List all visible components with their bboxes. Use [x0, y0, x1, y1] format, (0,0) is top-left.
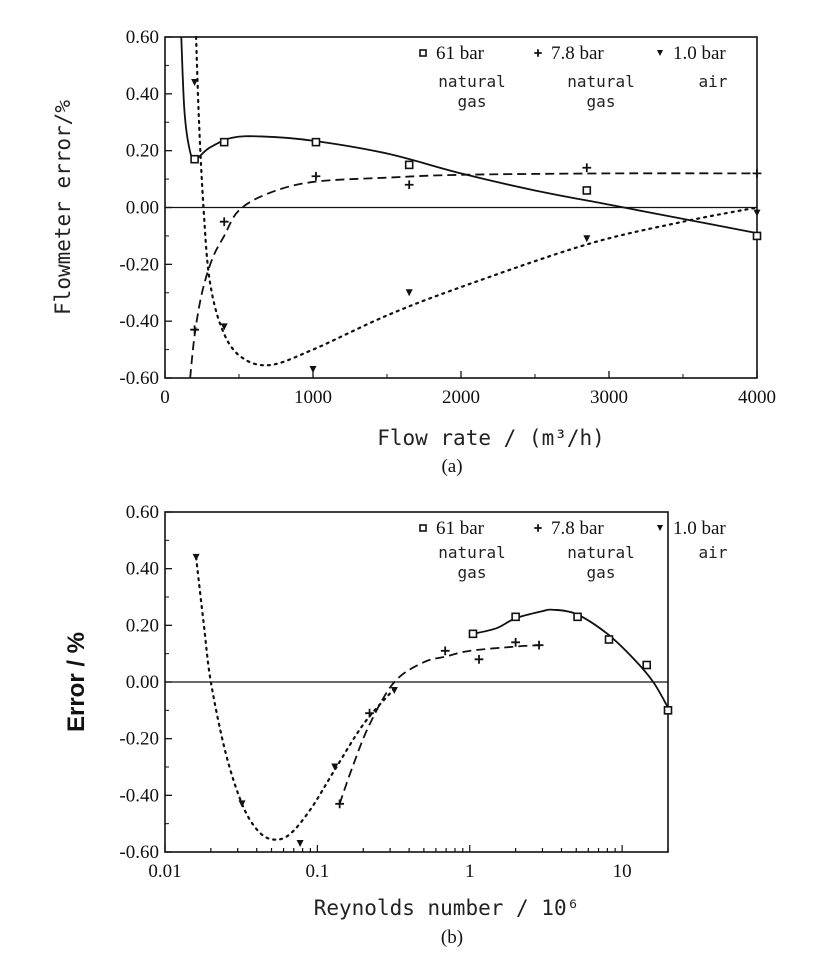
legend-marker — [419, 524, 427, 532]
x-axis-label: Reynolds number / 10⁶ — [314, 896, 580, 920]
legend-description: natural — [567, 72, 634, 91]
legend-marker — [534, 49, 542, 57]
legend-description: gas — [587, 563, 616, 582]
legend-description: gas — [458, 563, 487, 582]
legend-label: 1.0 bar — [673, 518, 726, 539]
fit-curve-10bar — [195, 556, 398, 841]
data-point-plus — [311, 171, 321, 181]
data-point-plus — [752, 169, 762, 178]
data-point-plus — [582, 163, 592, 173]
y-tick-label: 0.00 — [126, 198, 159, 219]
y-tick-label: 0.20 — [126, 615, 159, 636]
legend-label: 7.8 bar — [551, 518, 604, 539]
fit-curve-10bar — [194, 35, 759, 367]
data-point-square — [190, 154, 199, 164]
data-point-triangle — [331, 763, 339, 771]
x-tick-label: 4000 — [738, 387, 776, 408]
legend-label: 61 bar — [436, 518, 485, 539]
legend-description: gas — [458, 92, 487, 111]
x-tick-label: 10 — [613, 861, 632, 882]
data-point-square — [582, 186, 592, 195]
legend-description: air — [699, 543, 728, 562]
fit-curve-61bar — [472, 608, 669, 708]
x-tick-label: 0.01 — [148, 861, 181, 882]
y-tick-label: 0.20 — [126, 141, 159, 162]
x-tick-label: 0.1 — [306, 861, 330, 882]
data-point-plus — [404, 180, 414, 190]
data-point-square — [511, 612, 520, 622]
y-tick-label: 0.60 — [126, 27, 159, 48]
y-tick-label: -0.20 — [119, 254, 159, 275]
y-tick-label: -0.60 — [119, 368, 159, 389]
y-tick-label: -0.60 — [119, 842, 159, 863]
fit-curve-61bar — [180, 36, 758, 234]
y-tick-label: -0.40 — [119, 311, 159, 332]
fit-curve-78bar — [189, 172, 758, 379]
legend-description: gas — [587, 92, 616, 111]
data-point-square — [752, 231, 762, 241]
data-point-triangle — [220, 323, 228, 331]
chart-b: -0.60 -0.40 -0.20 0.00 0.20 0.40 0.60 0.01 0.1 1 1… — [63, 502, 728, 948]
y-tick-label: -0.40 — [119, 785, 159, 806]
y-tick-label: 0.60 — [126, 502, 159, 523]
data-point-square — [468, 629, 478, 639]
data-point-square — [642, 660, 652, 670]
legend-label: 1.0 bar — [673, 43, 726, 64]
data-point-square — [404, 160, 414, 170]
y-tick-label: -0.20 — [119, 729, 159, 750]
data-point-triangle — [753, 209, 761, 217]
y-tick-label: 0.40 — [126, 559, 159, 580]
data-point-plus — [534, 640, 544, 650]
x-tick-label: 0 — [160, 387, 170, 408]
legend-marker — [657, 525, 663, 531]
y-tick-label: 0.00 — [126, 672, 159, 693]
x-tick-label: 1000 — [294, 387, 332, 408]
legend-description: natural — [567, 543, 634, 562]
legend-label: 61 bar — [436, 43, 485, 64]
chart-caption: (b) — [441, 927, 463, 948]
data-point-triangle — [390, 687, 398, 694]
x-axis-label: Flow rate / (m³/h) — [377, 426, 605, 450]
chart-caption: (a) — [441, 456, 462, 477]
data-point-plus — [440, 646, 450, 656]
legend-marker — [657, 50, 663, 56]
data-point-square — [604, 635, 614, 644]
x-tick-label: 3000 — [590, 387, 628, 408]
legend-description: air — [699, 72, 728, 91]
data-point-plus — [335, 799, 345, 809]
data-point-plus — [190, 325, 199, 335]
chart-a: -0.60 -0.40 -0.20 0.00 0.20 0.40 0.60 0 1000 2000… — [51, 27, 776, 477]
y-axis-label: Error / % — [63, 632, 90, 732]
legend-description: natural — [438, 543, 505, 562]
data-point-triangle — [583, 235, 591, 243]
data-point-square — [663, 706, 673, 715]
data-point-plus — [474, 654, 484, 664]
x-tick-label: 2000 — [442, 387, 480, 408]
data-point-square — [311, 137, 321, 147]
data-point-triangle — [309, 365, 317, 373]
data-point-triangle — [191, 78, 199, 86]
legend-description: natural — [438, 72, 505, 91]
data-point-square — [573, 612, 582, 622]
y-axis-label: Flowmeter error/% — [51, 100, 75, 315]
x-tick-label: 1 — [465, 861, 475, 882]
data-point-triangle — [296, 840, 304, 847]
legend-label: 7.8 bar — [551, 43, 604, 64]
data-point-triangle — [192, 553, 200, 561]
fit-curve-78bar — [338, 644, 540, 805]
data-point-plus — [511, 637, 520, 647]
data-point-square — [219, 137, 229, 147]
legend-marker — [534, 524, 542, 532]
legend-marker — [419, 49, 427, 57]
y-tick-label: 0.40 — [126, 84, 159, 105]
data-point-triangle — [405, 289, 413, 297]
data-point-triangle — [238, 800, 246, 808]
data-point-plus — [219, 217, 229, 227]
